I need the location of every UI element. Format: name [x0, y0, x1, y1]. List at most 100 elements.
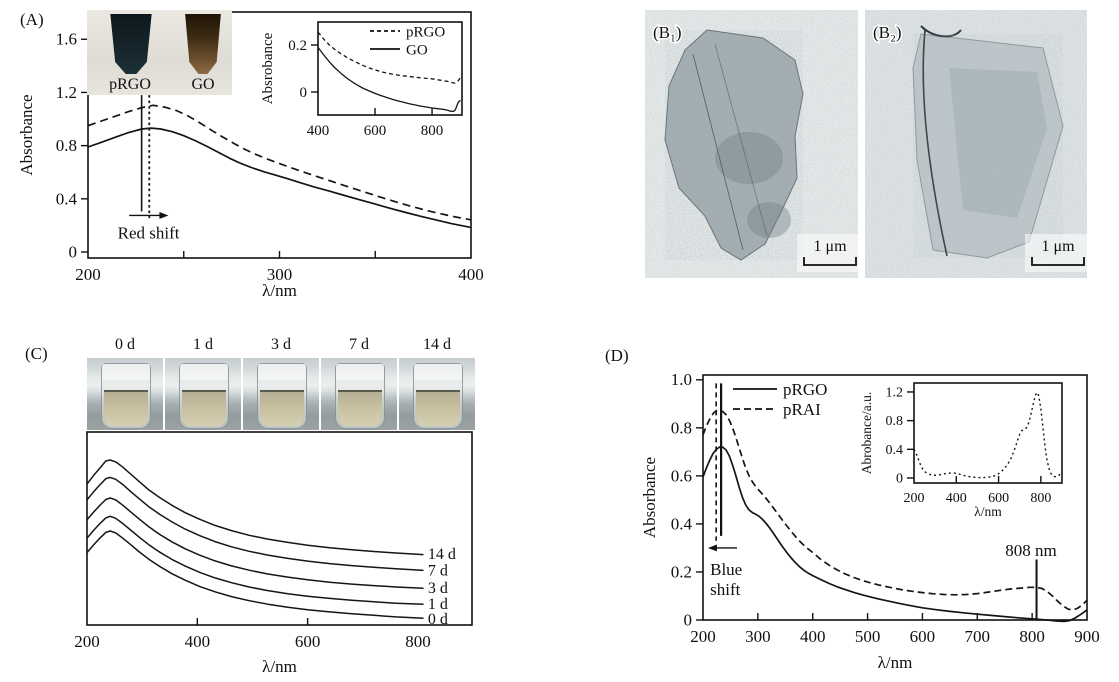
flake-edge-curl: [920, 25, 962, 38]
svg-text:0: 0: [684, 610, 693, 629]
svg-text:400: 400: [800, 627, 826, 646]
svg-text:λ/nm: λ/nm: [262, 657, 297, 676]
svg-text:808 nm: 808 nm: [1005, 541, 1056, 560]
panel-label-c: (C): [25, 344, 48, 363]
tem-image-b1: (B₁) 1 μm: [645, 10, 861, 278]
svg-text:800: 800: [421, 123, 444, 139]
cuvette-photo-inset: pRGO GO: [87, 10, 232, 95]
svg-text:pRAI: pRAI: [783, 400, 821, 419]
svg-text:400: 400: [185, 632, 211, 651]
vial-liquid: [182, 390, 226, 426]
cuvette-prgo: [110, 14, 152, 74]
svg-text:0.6: 0.6: [671, 466, 692, 485]
chart-a-uvvis: 0 0.4 0.8 1.2 1.6 200 300 400 λ/nm Absorbance Red …: [17, 11, 484, 300]
svg-text:600: 600: [364, 123, 387, 139]
svg-text:800: 800: [1030, 491, 1051, 506]
vial-time-label-7d: 7 d: [349, 336, 369, 353]
svg-text:Red shift: Red shift: [118, 224, 180, 243]
vial-liquid: [260, 390, 304, 426]
svg-text:200: 200: [74, 632, 100, 651]
svg-text:14 d: 14 d: [428, 546, 456, 563]
svg-text:0.2: 0.2: [671, 562, 692, 581]
scale-bar-b2: 1 μm: [1025, 234, 1089, 272]
vial-photo-3d: [243, 358, 319, 430]
flake-grain-overlay: [665, 30, 803, 260]
svg-text:0.8: 0.8: [671, 418, 692, 437]
svg-text:600: 600: [988, 491, 1009, 506]
scale-bar-label: 1 μm: [813, 238, 847, 255]
tem-b1-canvas: (B₁) 1 μm: [645, 10, 861, 278]
svg-text:0.8: 0.8: [886, 414, 904, 429]
svg-text:600: 600: [910, 627, 936, 646]
cuvette-label-go: GO: [191, 76, 215, 93]
svg-text:900: 900: [1074, 627, 1100, 646]
tem-image-b2: (B₂) 1 μm: [865, 10, 1089, 278]
vial-cap: [102, 364, 150, 380]
panel-label-a: (A): [20, 10, 44, 29]
vial-liquid: [104, 390, 148, 426]
chart-c-stability-spectra: 200 400 600 800 λ/nm 14 d7 d3 d1 d0 d: [74, 431, 473, 676]
svg-text:0.8: 0.8: [56, 136, 77, 155]
scale-bar-label: 1 μm: [1041, 238, 1075, 255]
tem-b2-canvas: (B₂) 1 μm: [865, 10, 1089, 278]
svg-text:0 d: 0 d: [428, 611, 448, 628]
svg-text:0.2: 0.2: [288, 38, 307, 54]
scale-bar-bracket: [803, 257, 857, 266]
svg-text:3 d: 3 d: [428, 580, 448, 597]
svg-text:1 d: 1 d: [428, 596, 448, 613]
panel-label-b2: (B₂): [873, 23, 902, 42]
panel-label-b1: (B₁): [653, 23, 682, 42]
vial-cap: [336, 364, 384, 380]
svg-text:0.4: 0.4: [56, 189, 78, 208]
svg-text:200: 200: [690, 627, 716, 646]
svg-text:pRGO: pRGO: [406, 24, 445, 40]
scale-bar-b1: 1 μm: [797, 234, 861, 272]
vial-time-label-3d: 3 d: [271, 336, 291, 353]
svg-text:shift: shift: [710, 580, 741, 599]
svg-text:500: 500: [855, 627, 881, 646]
svg-text:400: 400: [307, 123, 330, 139]
vial-time-label-0d: 0 d: [115, 336, 135, 353]
svg-text:800: 800: [1019, 627, 1045, 646]
svg-text:pRGO: pRGO: [783, 380, 827, 399]
vial-photo-14d: [399, 358, 475, 430]
vial: [101, 363, 151, 429]
vial-liquid: [338, 390, 382, 426]
svg-text:Abrobance/a.u.: Abrobance/a.u.: [859, 392, 874, 474]
vial-time-label-1d: 1 d: [193, 336, 213, 353]
svg-text:1.6: 1.6: [56, 30, 77, 49]
vial: [179, 363, 229, 429]
vial-photo-7d: [321, 358, 397, 430]
vial: [257, 363, 307, 429]
scale-bar-bracket: [1031, 257, 1085, 266]
svg-text:0.4: 0.4: [671, 514, 693, 533]
vial: [413, 363, 463, 429]
vial: [335, 363, 385, 429]
svg-text:1.0: 1.0: [671, 370, 692, 389]
svg-text:λ/nm: λ/nm: [878, 653, 913, 672]
svg-text:200: 200: [75, 265, 101, 284]
svg-text:0: 0: [69, 242, 78, 261]
vial-cap: [258, 364, 306, 380]
chart-d-inset-nir: 0 0.4 0.8 1.2 200 400 600 800 λ/nm Abrobance/a.u.: [859, 382, 1063, 519]
vial-liquid: [416, 390, 460, 426]
svg-text:200: 200: [904, 491, 925, 506]
svg-text:800: 800: [405, 632, 431, 651]
svg-text:400: 400: [946, 491, 967, 506]
vial-photo-0d: [87, 358, 163, 430]
svg-text:700: 700: [965, 627, 991, 646]
svg-text:λ/nm: λ/nm: [262, 281, 297, 300]
svg-text:0: 0: [896, 471, 903, 486]
svg-text:0.4: 0.4: [886, 443, 904, 458]
svg-text:Absrobance: Absrobance: [260, 32, 276, 104]
vial-cap: [414, 364, 462, 380]
cuvette-label-prgo: pRGO: [109, 76, 151, 93]
cuvette-go: [185, 14, 221, 74]
flake-grain-overlay: [913, 34, 1063, 258]
svg-text:GO: GO: [406, 42, 428, 58]
svg-text:1.2: 1.2: [56, 83, 77, 102]
svg-text:Absorbance: Absorbance: [17, 94, 36, 175]
svg-text:400: 400: [458, 265, 484, 284]
vial-photo-1d: [165, 358, 241, 430]
